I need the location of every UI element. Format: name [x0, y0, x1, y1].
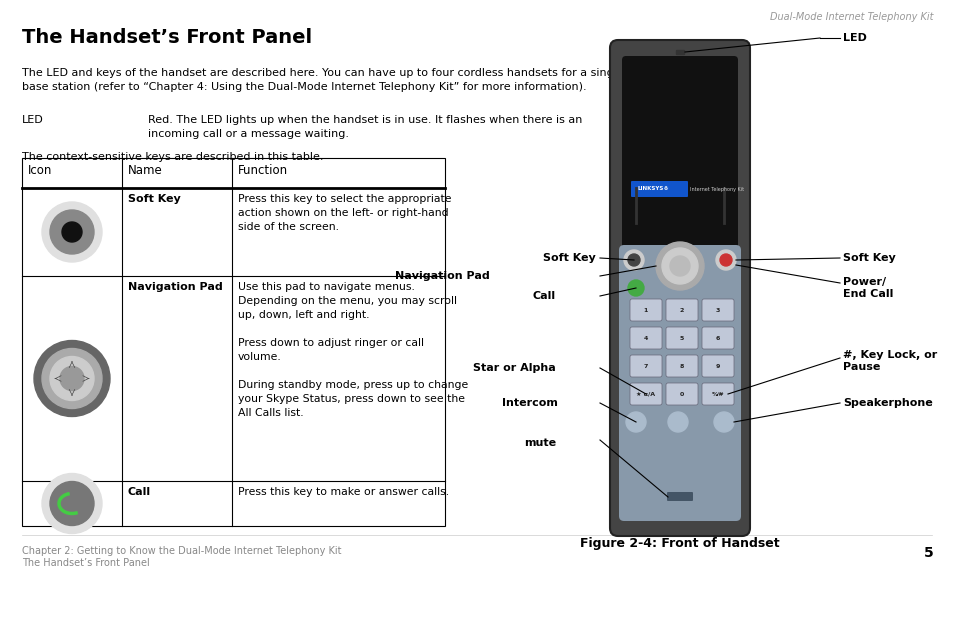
Circle shape — [661, 248, 698, 284]
Text: Internet Telephony Kit: Internet Telephony Kit — [689, 187, 743, 192]
Text: Power/
End Call: Power/ End Call — [842, 277, 892, 299]
FancyBboxPatch shape — [665, 383, 698, 405]
FancyBboxPatch shape — [629, 299, 661, 321]
Text: Soft Key: Soft Key — [842, 253, 895, 263]
Circle shape — [720, 254, 731, 266]
Circle shape — [42, 473, 102, 533]
Text: Press this key to make or answer calls.: Press this key to make or answer calls. — [237, 487, 449, 497]
Circle shape — [60, 366, 84, 391]
Bar — [676, 50, 683, 54]
Text: The context-sensitive keys are described in this table.: The context-sensitive keys are described… — [22, 152, 323, 162]
FancyBboxPatch shape — [701, 383, 733, 405]
Circle shape — [625, 412, 645, 432]
Circle shape — [42, 349, 102, 408]
Text: 1: 1 — [643, 308, 647, 313]
Text: mute: mute — [523, 438, 556, 448]
Circle shape — [667, 412, 687, 432]
Circle shape — [623, 250, 643, 270]
Text: Navigation Pad: Navigation Pad — [128, 282, 222, 292]
Text: Star or Alpha: Star or Alpha — [473, 363, 556, 373]
Circle shape — [34, 341, 110, 417]
FancyBboxPatch shape — [629, 383, 661, 405]
FancyBboxPatch shape — [665, 299, 698, 321]
Text: The LED and keys of the handset are described here. You can have up to four cord: The LED and keys of the handset are desc… — [22, 68, 623, 93]
FancyBboxPatch shape — [609, 40, 749, 536]
Text: 5: 5 — [923, 546, 933, 560]
Text: Press this key to select the appropriate
action shown on the left- or right-hand: Press this key to select the appropriate… — [237, 194, 451, 232]
Text: Soft Key: Soft Key — [128, 194, 180, 204]
Circle shape — [656, 242, 703, 290]
Text: Soft Key: Soft Key — [542, 253, 596, 263]
Text: Figure 2-4: Front of Handset: Figure 2-4: Front of Handset — [579, 536, 779, 549]
Text: 5: 5 — [679, 336, 683, 341]
Text: LED: LED — [22, 115, 44, 125]
FancyBboxPatch shape — [665, 355, 698, 377]
Text: Chapter 2: Getting to Know the Dual-Mode Internet Telephony Kit: Chapter 2: Getting to Know the Dual-Mode… — [22, 546, 341, 556]
Text: Red. The LED lights up when the handset is in use. It flashes when there is an
i: Red. The LED lights up when the handset … — [148, 115, 581, 140]
Text: 8: 8 — [679, 363, 683, 368]
FancyBboxPatch shape — [701, 299, 733, 321]
FancyBboxPatch shape — [630, 181, 687, 197]
Text: Function: Function — [237, 164, 288, 177]
Text: Call: Call — [533, 291, 556, 301]
Text: 4: 4 — [643, 336, 647, 341]
Bar — [22, 158, 444, 526]
Text: 2: 2 — [679, 308, 683, 313]
Text: 0: 0 — [679, 391, 683, 397]
Text: Navigation Pad: Navigation Pad — [395, 271, 490, 281]
Circle shape — [627, 254, 639, 266]
FancyBboxPatch shape — [665, 327, 698, 349]
Text: Intercom: Intercom — [501, 398, 558, 408]
Circle shape — [50, 481, 94, 525]
Text: Use this pad to navigate menus.
Depending on the menu, you may scroll
up, down, : Use this pad to navigate menus. Dependin… — [237, 282, 468, 418]
Circle shape — [627, 280, 643, 296]
FancyBboxPatch shape — [629, 355, 661, 377]
Circle shape — [669, 256, 689, 276]
Text: LED: LED — [842, 33, 866, 43]
Text: 7: 7 — [643, 363, 647, 368]
Text: #, Key Lock, or
Pause: #, Key Lock, or Pause — [842, 350, 936, 372]
Text: 9: 9 — [715, 363, 720, 368]
Text: Name: Name — [128, 164, 163, 177]
FancyBboxPatch shape — [621, 56, 738, 254]
Circle shape — [50, 210, 94, 254]
Text: ★ α/A: ★ α/A — [636, 391, 655, 397]
Text: LINKSYS®: LINKSYS® — [638, 187, 669, 192]
Circle shape — [713, 412, 733, 432]
Circle shape — [50, 357, 94, 400]
Text: The Handset’s Front Panel: The Handset’s Front Panel — [22, 558, 150, 568]
Text: %⁄#: %⁄# — [711, 391, 723, 397]
Text: Dual-Mode Internet Telephony Kit: Dual-Mode Internet Telephony Kit — [770, 12, 933, 22]
Text: Icon: Icon — [28, 164, 52, 177]
Text: The Handset’s Front Panel: The Handset’s Front Panel — [22, 28, 312, 47]
FancyBboxPatch shape — [701, 327, 733, 349]
Circle shape — [716, 250, 735, 270]
Circle shape — [42, 202, 102, 262]
FancyBboxPatch shape — [701, 355, 733, 377]
Text: Speakerphone: Speakerphone — [842, 398, 932, 408]
Circle shape — [62, 222, 82, 242]
FancyBboxPatch shape — [666, 492, 692, 501]
Text: 3: 3 — [715, 308, 720, 313]
Text: 6: 6 — [715, 336, 720, 341]
FancyBboxPatch shape — [618, 245, 740, 521]
Text: Call: Call — [128, 487, 151, 497]
FancyBboxPatch shape — [629, 327, 661, 349]
